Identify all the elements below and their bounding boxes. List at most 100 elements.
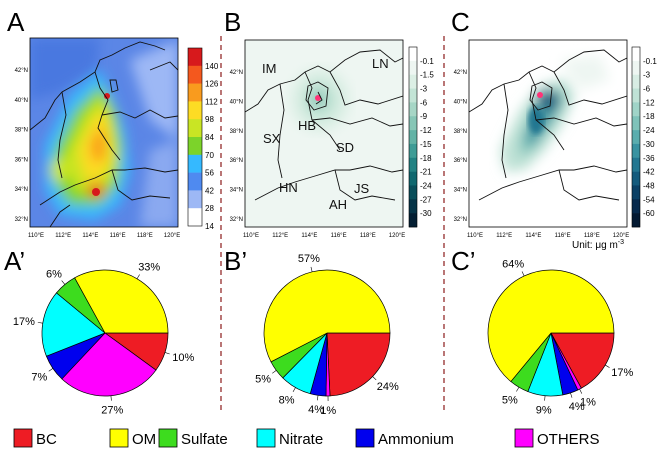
region-label-im: IM xyxy=(262,61,276,76)
map-a xyxy=(30,38,178,227)
colorbar-b-swatch xyxy=(409,61,417,75)
pie-slice-label: 24% xyxy=(377,381,399,393)
colorbar-b-label: -24 xyxy=(420,181,432,190)
pie-slice-label: 9% xyxy=(536,405,552,417)
lon-tick-a: 120°E xyxy=(164,233,180,239)
pie-leader-line xyxy=(317,395,318,400)
region-label-hn: HN xyxy=(279,180,298,195)
colorbar-a-swatch xyxy=(188,190,202,208)
pie-leader-line xyxy=(165,352,170,354)
colorbar-c-label: -18 xyxy=(643,112,655,121)
lat-tick-c: 32°N xyxy=(454,217,467,223)
pie-slice-label: 7% xyxy=(31,371,47,383)
panel-letter-b-prime: B’ xyxy=(224,246,247,276)
colorbar-c-label: -3 xyxy=(643,71,651,80)
colorbar-c-swatch xyxy=(632,47,640,61)
legend-swatch-nitrate xyxy=(257,429,275,447)
colorbar-a-swatch xyxy=(188,48,202,66)
pie-leader-line xyxy=(62,281,65,285)
legend-swatch-others xyxy=(515,429,533,447)
colorbar-c-swatch xyxy=(632,158,640,172)
colorbar-c-swatch xyxy=(632,213,640,227)
colorbar-b-label: -3 xyxy=(420,85,428,94)
colorbar-a-label: 42 xyxy=(205,186,214,195)
lat-tick-b: 34°N xyxy=(230,188,243,194)
colorbar-c-label: -24 xyxy=(643,126,655,135)
legend-label-ammonium: Ammonium xyxy=(378,431,454,448)
lat-tick-a: 32°N xyxy=(15,217,28,223)
panel-letter-b: B xyxy=(224,7,241,37)
colorbar-c-swatch xyxy=(632,116,640,130)
pie-slice-label: 17% xyxy=(13,316,35,328)
pie-leader-line xyxy=(570,393,572,398)
lat-tick-b: 40°N xyxy=(230,99,243,105)
lat-tick-b: 42°N xyxy=(230,70,243,76)
pie-leader-line xyxy=(293,388,296,392)
legend-label-others: OTHERS xyxy=(537,431,600,448)
colorbar-b-label: -1.5 xyxy=(420,71,434,80)
pie-leader-line xyxy=(311,267,312,272)
colorbar-b-label: -6 xyxy=(420,98,428,107)
lon-tick-c: 114°E xyxy=(525,233,541,239)
pie-slice-label: 27% xyxy=(101,405,123,417)
pie-leader-line xyxy=(580,389,582,393)
panel-letter-a-prime: A’ xyxy=(4,246,25,276)
lon-tick-a: 114°E xyxy=(82,233,98,239)
colorbar-b-swatch xyxy=(409,47,417,61)
lat-tick-a: 38°N xyxy=(15,128,28,134)
colorbar-a-swatch xyxy=(188,101,202,119)
colorbar-a-swatch xyxy=(188,137,202,155)
region-label-hb: HB xyxy=(298,118,316,133)
pie-3: 17%1%4%9%5%64% xyxy=(488,258,634,416)
lon-tick-a: 116°E xyxy=(110,233,126,239)
region-label-ah: AH xyxy=(329,197,347,212)
colorbar-c-swatch xyxy=(632,185,640,199)
legend-label-sulfate: Sulfate xyxy=(181,431,228,448)
colorbar-a-label: 112 xyxy=(205,97,218,106)
colorbar-b-swatch xyxy=(409,185,417,199)
colorbar-b-swatch xyxy=(409,75,417,89)
colorbar-a-swatch xyxy=(188,119,202,137)
colorbar-a-swatch xyxy=(188,173,202,191)
pie-slice-label: 8% xyxy=(279,395,295,407)
colorbar-c-label: -0.1 xyxy=(643,57,657,66)
legend-swatch-sulfate xyxy=(159,429,177,447)
lon-tick-b: 120°E xyxy=(389,233,405,239)
pie-leader-line xyxy=(49,368,53,371)
colorbar-a-swatch xyxy=(188,155,202,173)
colorbar-b-swatch xyxy=(409,158,417,172)
legend-label-nitrate: Nitrate xyxy=(279,431,323,448)
lat-tick-a: 40°N xyxy=(15,98,28,104)
lat-tick-c: 40°N xyxy=(454,99,467,105)
lon-tick-c: 116°E xyxy=(555,233,571,239)
colorbar-a-label: 70 xyxy=(205,151,214,160)
pie-leader-line xyxy=(38,322,43,323)
colorbar-b-swatch xyxy=(409,172,417,186)
legend-swatch-bc xyxy=(14,429,32,447)
colorbar-a-label: 14 xyxy=(205,222,214,231)
pie-leader-line xyxy=(605,365,609,368)
pie-leader-line xyxy=(272,370,276,373)
colorbar-c-swatch xyxy=(632,89,640,103)
colorbar-c-swatch xyxy=(632,75,640,89)
colorbar-b-swatch xyxy=(409,116,417,130)
lon-tick-b: 116°E xyxy=(331,233,347,239)
colorbar-b-swatch xyxy=(409,89,417,103)
colorbar-c-swatch xyxy=(632,61,640,75)
lon-tick-b: 112°E xyxy=(272,233,288,239)
colorbar-b-swatch xyxy=(409,213,417,227)
pie-slice-label: 6% xyxy=(46,269,62,281)
colorbar-c-label: -48 xyxy=(643,181,655,190)
colorbar-c-swatch xyxy=(632,144,640,158)
lon-tick-c: 118°E xyxy=(584,233,600,239)
pie-slice-label: 33% xyxy=(138,262,160,274)
unit-label: Unit: μg m-3 xyxy=(572,239,624,251)
lat-tick-c: 36°N xyxy=(454,158,467,164)
pie-slice-label: 64% xyxy=(502,258,524,270)
lon-tick-b: 110°E xyxy=(243,233,259,239)
colorbar-c-swatch xyxy=(632,130,640,144)
colorbar-c-label: -42 xyxy=(643,168,655,177)
colorbar-b-label: -9 xyxy=(420,112,428,121)
